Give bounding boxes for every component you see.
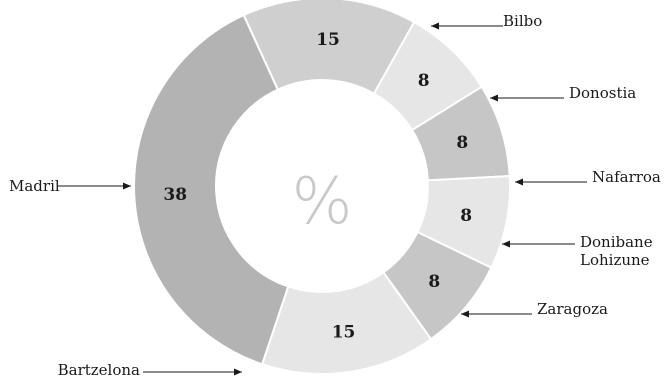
arrowhead-nafarroa	[515, 178, 523, 186]
category-label-donibane-lohizune: Donibane Lohizune	[580, 233, 653, 269]
value-label-madril: 38	[163, 185, 187, 205]
arrowhead-donostia	[490, 94, 498, 102]
chart-slices	[133, 0, 511, 375]
center-percent-symbol: %	[292, 165, 353, 239]
arrowhead-donibane-lohizune	[502, 240, 510, 248]
category-label-bartzelona: Bartzelona	[58, 361, 140, 379]
arrowhead-bilbo	[431, 22, 439, 30]
value-labels: 15 8 8 8 8 15 38	[163, 30, 472, 342]
category-label-nafarroa: Nafarroa	[592, 168, 661, 186]
category-labels: Bilbo Donostia Nafarroa Donibane Lohizune Zar…	[9, 12, 661, 379]
value-label-bartzelona: 15	[332, 322, 356, 342]
slice-madril	[133, 13, 290, 366]
arrowhead-zaragoza	[461, 310, 469, 318]
arrowhead-madril	[123, 182, 131, 190]
value-label-donibane-lohizune: 8	[460, 206, 472, 226]
value-label-donostia: 8	[418, 71, 430, 91]
leader-lines	[58, 22, 587, 376]
value-label-bilbo: 15	[316, 30, 340, 50]
arrowhead-bartzelona	[234, 368, 242, 376]
category-label-zaragoza: Zaragoza	[537, 300, 608, 318]
category-label-donostia: Donostia	[569, 84, 636, 102]
value-label-nafarroa: 8	[456, 133, 468, 153]
category-label-madril: Madril	[9, 177, 60, 195]
category-label-bilbo: Bilbo	[503, 12, 542, 30]
value-label-zaragoza: 8	[428, 272, 440, 292]
